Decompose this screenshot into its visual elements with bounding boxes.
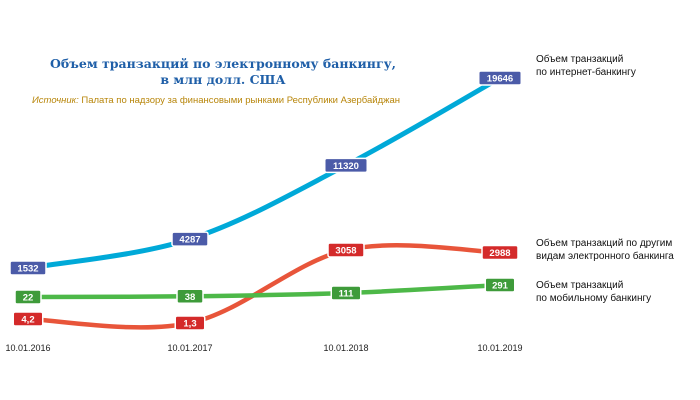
data-point-2-1: 38 [176,288,204,305]
data-label-0-1: 4287 [179,235,200,246]
chart-title-line1: Объем транзакций по электронному банкинг… [50,56,396,71]
source-text: Палата по надзору за финансовыми рынками… [81,95,401,106]
series-line-0 [25,75,503,271]
series-label-2-0: Объем транзакций [536,279,623,291]
chart-title: Объем транзакций по электронному банкинг… [28,56,418,88]
chart-title-line2: в млн долл. США [160,72,286,87]
chart-source: Источник: Палата по надзору за финансовы… [32,95,400,106]
series-line-1 [25,243,503,330]
data-badge-0-3 [478,70,522,86]
data-point-1-3: 2988 [481,244,519,261]
series-label-1-1: видам электронного банкинга [536,250,674,262]
data-label-2-1: 38 [185,292,196,303]
x-tick-0: 10.01.2016 [5,343,50,353]
data-label-0-0: 1532 [17,264,38,275]
data-point-0-1: 4287 [171,231,209,247]
source-prefix: Источник: [32,95,79,106]
data-label-2-3: 291 [492,281,509,292]
data-point-1-0: 4,2 [12,311,44,327]
data-point-2-2: 111 [330,285,362,301]
x-tick-1: 10.01.2017 [167,343,212,353]
data-label-0-3: 19646 [487,74,513,85]
data-point-1-2: 3058 [327,242,365,258]
data-badge-2-0 [14,289,42,305]
series-label-0-1: по интернет-банкингу [536,66,636,78]
data-label-1-1: 1,3 [183,319,196,330]
data-badge-1-0 [12,311,44,327]
series-label-1-0: Объем транзакций по другим [536,237,672,249]
data-label-0-2: 11320 [333,161,359,172]
x-tick-2: 10.01.2018 [323,343,368,353]
data-label-2-0: 22 [23,293,34,304]
series-label-2-1: по мобильному банкингу [536,292,651,304]
data-point-2-3: 291 [484,277,516,293]
data-label-1-3: 2988 [489,248,510,259]
data-point-0-3: 19646 [478,70,522,86]
x-tick-3: 10.01.2019 [477,343,522,353]
data-badge-2-3 [484,277,516,293]
series-line-2 [25,282,503,300]
data-badge-2-1 [176,288,204,305]
data-label-2-2: 111 [339,289,355,300]
data-badge-0-2 [324,157,368,174]
data-badge-2-2 [330,285,362,301]
data-badge-1-2 [327,242,365,258]
data-point-2-0: 22 [14,289,42,305]
data-badge-0-1 [171,231,209,247]
data-label-1-2: 3058 [335,246,356,257]
data-point-0-0: 1532 [9,260,47,276]
data-badge-1-1 [174,315,206,331]
series-label-0-0: Объем транзакций [536,53,623,65]
data-label-1-0: 4,2 [21,315,34,326]
data-point-1-1: 1,3 [174,315,206,331]
data-badge-0-0 [9,260,47,276]
data-badge-1-3 [481,244,519,261]
data-point-0-2: 11320 [324,157,368,174]
